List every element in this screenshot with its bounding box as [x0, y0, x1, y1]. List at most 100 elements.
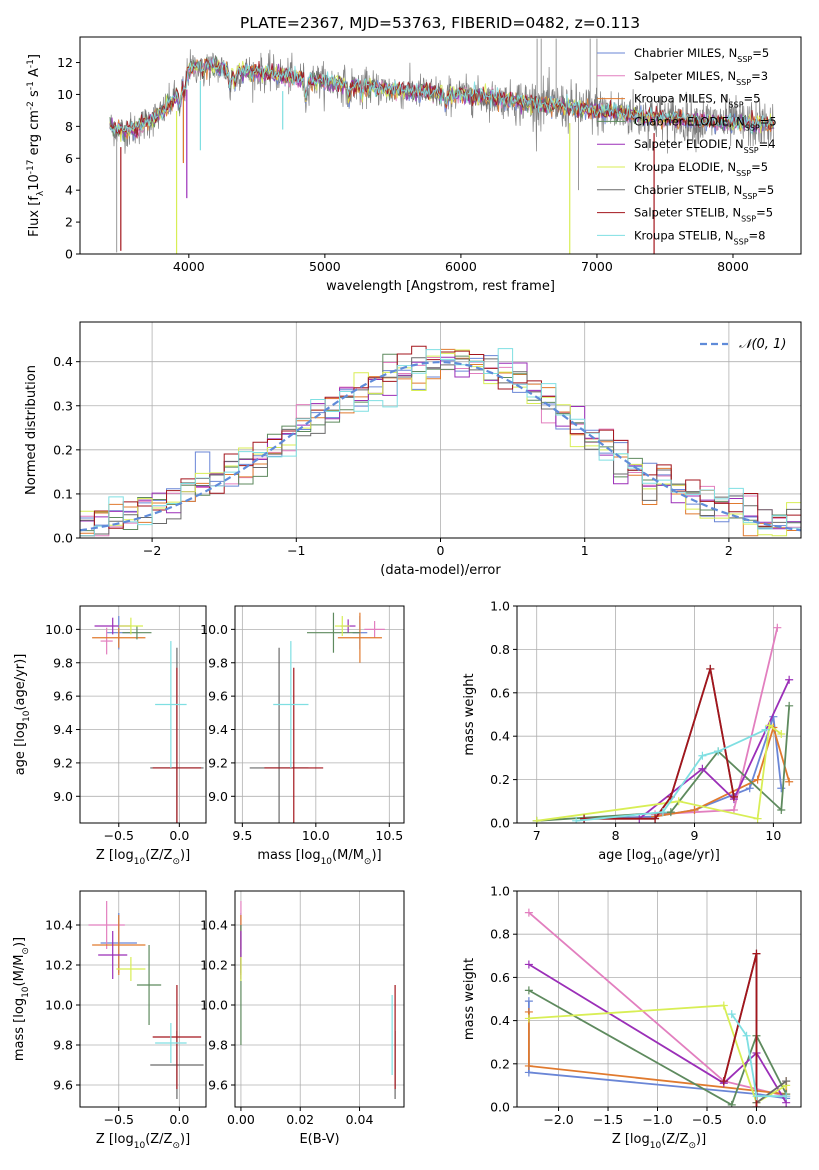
plot-area — [109, 38, 775, 254]
y-tick-label: 10.0 — [45, 622, 73, 637]
y-tick-label: 10.2 — [200, 958, 228, 973]
x-tick-label: −2.0 — [543, 1112, 573, 1127]
x-tick-label: 7 — [533, 828, 541, 843]
legend-entry: Salpeter ELODIE, NSSP=4 — [634, 137, 776, 155]
weight-marker — [761, 725, 770, 734]
x-tick-label: 0.04 — [346, 1112, 374, 1127]
legend-entry: Kroupa ELODIE, NSSP=5 — [634, 160, 768, 178]
x-tick-label: 7000 — [581, 259, 613, 274]
legend-entry: 𝒩(0, 1) — [739, 337, 786, 352]
x-tick-label: 2 — [725, 543, 733, 558]
x-tick-label: −2 — [143, 543, 161, 558]
weight-line — [576, 728, 766, 822]
weight-marker — [773, 623, 782, 632]
plot-area — [80, 345, 801, 537]
weight-marker — [753, 814, 762, 823]
y-tick-label: 9.2 — [208, 755, 228, 770]
y-tick-label: 9.0 — [208, 789, 228, 804]
y-tick-label: 10.2 — [45, 958, 73, 973]
y-tick-label: 9.4 — [208, 722, 228, 737]
axes-frame — [79, 605, 207, 824]
axes-frame — [79, 890, 207, 1108]
y-tick-label: 10.4 — [45, 918, 73, 933]
xlabel-label: E(B-V) — [299, 1132, 339, 1147]
weight-marker — [729, 792, 738, 801]
plot-area — [524, 908, 791, 1107]
x-tick-label: 5000 — [309, 259, 341, 274]
x-tick-label: −0.5 — [692, 1112, 722, 1127]
chart-age-vs-mass: 9.5 10.0 10.5 9.0 9.2 9.4 9.6 9.8 10.0 mass [log1… — [200, 605, 405, 867]
weight-line — [730, 1013, 787, 1098]
weight-marker — [752, 1103, 761, 1107]
x-tick-label: 0.00 — [227, 1112, 255, 1127]
y-tick-label: 9.8 — [208, 655, 228, 670]
plot-area — [88, 901, 204, 1099]
y-tick-label: 9.8 — [53, 1038, 73, 1053]
weight-marker — [752, 1092, 761, 1101]
legend-entry: Salpeter STELIB, NSSP=5 — [634, 206, 773, 224]
chart-mass-weight-vs-age: 7 8 9 10 0.0 0.2 0.4 0.6 0.8 1.0 age [log10(age/yr… — [462, 599, 802, 867]
y-tick-label: 0.2 — [490, 772, 510, 787]
weight-marker — [524, 1014, 533, 1023]
y-tick-label: 9.8 — [208, 1038, 228, 1053]
chart-spectrum: 4000 5000 6000 7000 8000 0 2 4 6 8 10 12 wavelength … — [26, 36, 802, 294]
legend-entry: Chabrier STELIB, NSSP=5 — [634, 183, 774, 201]
weight-marker — [524, 997, 533, 1006]
ylabel-label: mass weight — [462, 958, 477, 1040]
y-tick-label: 1.0 — [490, 884, 510, 899]
chart-mass-vs-Z: −0.5 0.0 9.6 9.8 10.0 10.2 10.4 Z [log10(Z/Z⊙)]… — [12, 890, 207, 1151]
ylabel-label: mass weight — [462, 673, 477, 755]
y-tick-label: 0.6 — [490, 685, 510, 700]
ylabel-label: age [log10(age/yr)] — [13, 654, 32, 776]
x-tick-label: 10.5 — [375, 828, 403, 843]
weight-marker — [719, 1001, 728, 1010]
weight-marker — [580, 814, 589, 823]
weight-marker — [765, 721, 774, 730]
axes-frame — [234, 890, 405, 1108]
y-tick-label: 0.3 — [53, 398, 73, 413]
y-tick-label: 9.4 — [53, 722, 73, 737]
xlabel-label: wavelength [Angstrom, rest frame] — [326, 279, 555, 294]
weight-marker — [690, 805, 699, 814]
weight-line — [654, 724, 791, 818]
weight-marker — [745, 784, 754, 793]
weight-marker — [714, 747, 723, 756]
weight-marker — [785, 701, 794, 710]
x-tick-label: 10 — [765, 828, 781, 843]
x-tick-label: 0.02 — [286, 1112, 314, 1127]
y-tick-label: 0.2 — [490, 1056, 510, 1071]
weight-line — [722, 953, 758, 1107]
y-tick-label: 0.2 — [53, 442, 73, 457]
x-tick-label: 0 — [437, 543, 445, 558]
model-spectrum — [109, 56, 775, 135]
weight-marker — [706, 664, 715, 673]
x-tick-label: 10.0 — [302, 828, 330, 843]
x-tick-label: −1.0 — [642, 1112, 672, 1127]
xlabel-label: age [log10(age/yr)] — [598, 848, 720, 867]
y-tick-label: 9.8 — [53, 655, 73, 670]
legend-entry: Salpeter MILES, NSSP=3 — [634, 69, 768, 87]
weight-marker — [782, 1092, 791, 1101]
weight-marker — [777, 730, 786, 739]
chart-residuals: −2 −1 0 1 2 0.0 0.1 0.2 0.3 0.4 (data-model)/error… — [24, 321, 802, 578]
plot-area — [532, 623, 794, 823]
weight-marker — [698, 751, 707, 760]
legend-entry: Kroupa MILES, NSSP=5 — [634, 92, 760, 110]
weight-line — [584, 668, 735, 820]
weight-marker — [651, 814, 660, 823]
x-tick-label: 0.0 — [747, 1112, 767, 1127]
weight-marker — [524, 908, 533, 917]
axes-frame — [79, 36, 802, 255]
plot-area — [249, 612, 385, 823]
weight-line — [584, 668, 735, 820]
weight-marker — [785, 675, 794, 684]
x-tick-label: 9.5 — [232, 828, 252, 843]
y-tick-label: 12 — [57, 55, 73, 70]
y-tick-label: 9.6 — [53, 689, 73, 704]
ylabel-label: mass [log10(M/M⊙)] — [12, 937, 31, 1061]
y-tick-label: 0.1 — [53, 486, 73, 501]
histogram-series — [80, 357, 801, 535]
axes-frame — [516, 605, 802, 824]
spectrum-legend: Chabrier MILES, NSSP=5 Salpeter MILES, NS… — [597, 46, 777, 246]
y-tick-label: 9.6 — [53, 1078, 73, 1093]
